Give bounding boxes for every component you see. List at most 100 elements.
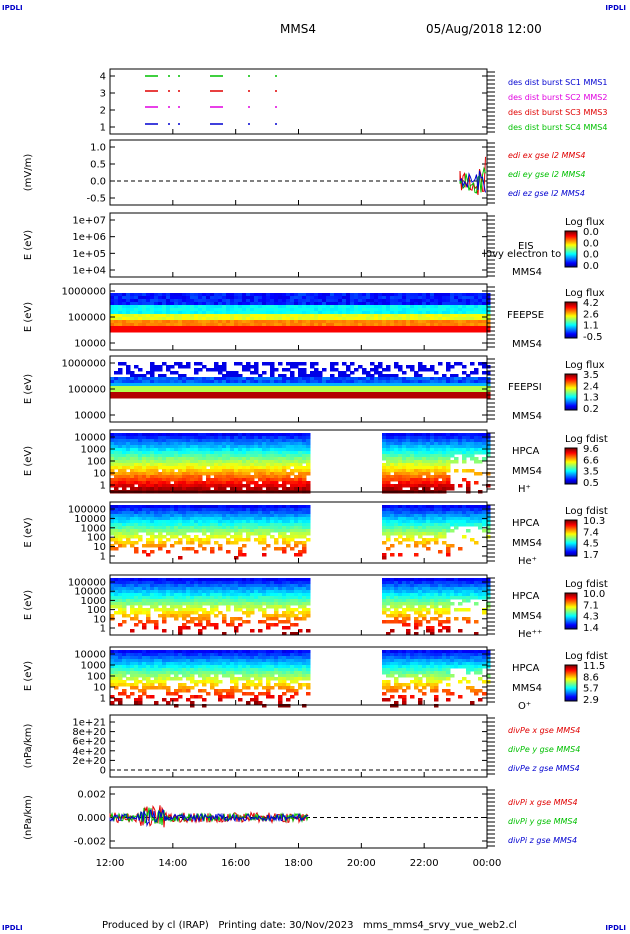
feepse-panel-colorbar-cell: [565, 323, 577, 325]
hpca-he-panel-heatmap-cell: [258, 529, 263, 533]
hpca-he-panel-heatmap-cell: [154, 523, 159, 527]
feepsi-panel-heatmap-cell: [242, 392, 247, 396]
hpca-he-panel-heatmap-cell: [278, 514, 283, 518]
feepse-panel-heatmap-cell: [186, 320, 191, 324]
hpca-he-panel-heatmap-cell: [222, 535, 227, 539]
hpca-h-panel-heatmap-cell: [206, 439, 211, 443]
feepsi-panel-heatmap-cell: [234, 371, 239, 375]
feepse-panel-heatmap-cell: [274, 326, 279, 330]
feepsi-panel-heatmap-cell: [182, 395, 187, 399]
feepsi-panel-heatmap-cell: [350, 386, 355, 390]
hpca-h-panel-heatmap-cell: [394, 463, 399, 467]
feepse-panel-ytick-label: 100000: [68, 313, 106, 324]
feepsi-panel-heatmap-cell: [246, 395, 251, 399]
feepse-panel-heatmap-cell: [242, 308, 247, 312]
hpca-h-panel-heatmap-cell: [258, 466, 263, 470]
feepse-panel-heatmap-cell: [162, 320, 167, 324]
hpca-h-panel-heatmap-cell: [202, 454, 207, 458]
hpca-he-panel-heatmap-cell: [226, 508, 231, 512]
feepsi-panel-heatmap-cell: [186, 362, 191, 366]
feepse-panel-heatmap-cell: [278, 320, 283, 324]
hpca-h-panel-heatmap-cell: [138, 484, 143, 488]
hpca-h-panel-heatmap-cell: [230, 451, 235, 455]
feepsi-panel-heatmap-cell: [194, 380, 199, 384]
hpca-he-panel-heatmap-cell: [142, 550, 147, 554]
feepse-panel-heatmap-cell: [350, 329, 355, 333]
hpca-h-panel-heatmap-cell: [394, 433, 399, 437]
feepsi-panel-heatmap-cell: [398, 386, 403, 390]
hpca-h-panel-heatmap-cell: [382, 451, 387, 455]
feepse-panel-heatmap-cell: [290, 305, 295, 309]
hpca-he-panel-heatmap-cell: [202, 514, 207, 518]
feepsi-panel-heatmap-cell: [410, 368, 415, 372]
hpca-h-panel-colorbar-cell: [565, 481, 577, 483]
hpca-h-panel-heatmap-cell: [162, 472, 167, 476]
hpca-h-panel-heatmap-cell: [426, 481, 431, 485]
feepse-panel-heatmap-cell: [254, 326, 259, 330]
feepsi-panel-heatmap-cell: [202, 395, 207, 399]
hpca-h-panel-heatmap-cell: [194, 457, 199, 461]
eis-panel-overlay-text: l0vy electron to: [483, 249, 561, 260]
feepse-panel-heatmap-cell: [310, 308, 315, 312]
feepsi-panel-heatmap-cell: [298, 386, 303, 390]
feepse-panel-heatmap-cell: [118, 299, 123, 303]
feepsi-panel-ytick-label: 100000: [68, 385, 106, 396]
hpca-he-panel-heatmap-cell: [234, 538, 239, 542]
hpca-h-panel-heatmap-cell: [410, 472, 415, 476]
feepsi-panel-heatmap-cell: [370, 380, 375, 384]
hpca-he-panel-heatmap-cell: [226, 532, 231, 536]
feepsi-panel-heatmap-cell: [234, 386, 239, 390]
hpca-he-panel-heatmap-cell: [262, 529, 267, 533]
feepse-panel-heatmap-cell: [406, 323, 411, 327]
hpca-h-panel-heatmap-cell: [306, 460, 311, 464]
feepse-panel-heatmap-cell: [334, 326, 339, 330]
feepse-panel-heatmap-cell: [126, 314, 131, 318]
feepse-panel-heatmap-cell: [174, 311, 179, 315]
hpca-he-panel-heatmap-cell: [438, 511, 443, 515]
feepse-panel-heatmap-cell: [446, 299, 451, 303]
hpca-he-panel-heatmap-cell: [118, 532, 123, 536]
feepse-panel-heatmap-cell: [126, 320, 131, 324]
feepse-panel-heatmap-cell: [170, 329, 175, 333]
hpca-he-panel-heatmap-cell: [446, 517, 451, 521]
feepsi-panel-colorbar-cell: [565, 379, 577, 381]
hpca-he-panel-heatmap-cell: [226, 538, 231, 542]
hpca-he-panel-heatmap-cell: [434, 505, 439, 509]
hpca-hepp-panel-heatmap-cell: [122, 611, 127, 615]
hpca-h-panel-heatmap-cell: [230, 457, 235, 461]
feepse-panel-heatmap-cell: [138, 302, 143, 306]
feepsi-panel-heatmap-cell: [282, 374, 287, 378]
feepse-panel-heatmap-cell: [446, 293, 451, 297]
feepse-panel-heatmap-cell: [190, 317, 195, 321]
hpca-h-panel-heatmap-cell: [394, 457, 399, 461]
hpca-he-panel-heatmap-cell: [166, 520, 171, 524]
feepsi-panel-heatmap-cell: [350, 362, 355, 366]
feepsi-panel-heatmap-cell: [114, 392, 119, 396]
feepse-panel-heatmap-cell: [358, 299, 363, 303]
hpca-h-panel-heatmap-cell: [190, 454, 195, 458]
hpca-he-panel-heatmap-cell: [122, 529, 127, 533]
hpca-h-panel-heatmap-cell: [306, 451, 311, 455]
feepsi-panel-heatmap-cell: [486, 371, 491, 375]
feepsi-panel-heatmap-cell: [358, 392, 363, 396]
feepsi-panel-heatmap-cell: [334, 383, 339, 387]
feepsi-panel-heatmap-cell: [482, 371, 487, 375]
feepse-panel-heatmap-cell: [230, 305, 235, 309]
hpca-he-panel-heatmap-cell: [486, 520, 491, 524]
hpca-he-panel-heatmap-cell: [226, 541, 231, 545]
hpca-he-panel-heatmap-cell: [138, 526, 143, 530]
hpca-h-panel-heatmap-cell: [466, 469, 471, 473]
eis-panel-colorbar-cell: [565, 249, 577, 251]
hpca-h-panel-heatmap-cell: [462, 478, 467, 482]
feepse-panel-heatmap-cell: [270, 305, 275, 309]
feepse-panel-heatmap-cell: [306, 323, 311, 327]
feepse-panel-heatmap-cell: [302, 314, 307, 318]
hpca-h-panel-heatmap-cell: [150, 457, 155, 461]
hpca-h-panel-heatmap-cell: [226, 469, 231, 473]
hpca-h-panel-heatmap-cell: [194, 466, 199, 470]
hpca-he-panel-heatmap-cell: [274, 508, 279, 512]
hpca-he-panel-heatmap-cell: [134, 520, 139, 524]
hpca-hepp-panel-heatmap-cell: [134, 611, 139, 615]
hpca-h-panel-heatmap-cell: [154, 460, 159, 464]
feepse-panel-heatmap-cell: [366, 305, 371, 309]
